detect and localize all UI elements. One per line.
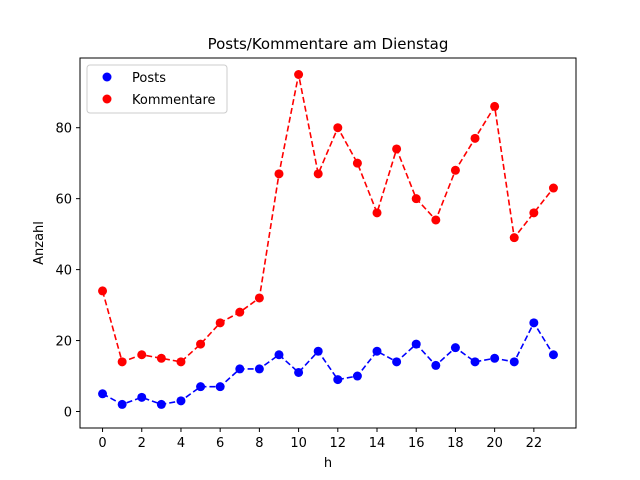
data-point-kommentare — [431, 215, 441, 225]
data-point-kommentare — [372, 208, 382, 218]
plot-frame — [79, 57, 577, 429]
data-point-posts — [98, 389, 108, 399]
data-point-posts — [509, 357, 519, 367]
y-tick-label: 80 — [55, 122, 72, 137]
data-point-kommentare — [352, 158, 362, 168]
data-point-kommentare — [137, 350, 147, 360]
data-point-kommentare — [215, 318, 225, 328]
legend-label-kommentare: Kommentare — [132, 93, 216, 108]
data-point-kommentare — [235, 307, 245, 317]
data-point-posts — [392, 357, 402, 367]
data-point-kommentare — [411, 194, 421, 204]
x-tick-label: 8 — [255, 436, 263, 451]
x-tick-label: 0 — [98, 436, 106, 451]
x-axis: 0 2 4 6 8 10 12 14 16 18 20 22 — [98, 428, 542, 451]
data-point-kommentare — [294, 69, 304, 79]
data-point-kommentare — [156, 353, 166, 363]
y-tick-label: 0 — [64, 406, 72, 421]
data-point-posts — [235, 364, 245, 374]
legend-marker-kommentare — [102, 94, 112, 104]
data-point-kommentare — [313, 169, 323, 179]
data-point-posts — [529, 318, 539, 328]
x-tick-label: 12 — [330, 436, 347, 451]
y-tick-label: 40 — [55, 264, 72, 279]
data-point-posts — [274, 350, 284, 360]
x-tick-label: 20 — [486, 436, 503, 451]
series-kommentare — [98, 69, 558, 367]
data-point-kommentare — [333, 123, 343, 133]
data-point-kommentare — [176, 357, 186, 367]
x-tick-label: 2 — [138, 436, 146, 451]
y-tick-label: 60 — [55, 193, 72, 208]
data-point-kommentare — [490, 101, 500, 111]
data-point-posts — [372, 346, 382, 356]
data-point-kommentare — [450, 165, 460, 175]
data-point-kommentare — [98, 286, 108, 296]
data-point-kommentare — [509, 233, 519, 243]
legend-item-kommentare: Kommentare — [102, 93, 216, 108]
data-point-posts — [431, 360, 441, 370]
data-point-posts — [450, 343, 460, 353]
data-point-posts — [313, 346, 323, 356]
x-tick-label: 16 — [408, 436, 425, 451]
data-point-kommentare — [470, 133, 480, 143]
x-tick-label: 6 — [216, 436, 224, 451]
series-layer — [98, 69, 558, 409]
data-point-posts — [352, 371, 362, 381]
data-point-posts — [117, 399, 127, 409]
data-point-posts — [137, 392, 147, 402]
data-point-kommentare — [196, 339, 206, 349]
data-point-posts — [490, 353, 500, 363]
data-point-kommentare — [529, 208, 539, 218]
data-point-posts — [294, 367, 304, 377]
y-axis-title: Anzahl — [32, 221, 47, 265]
y-axis: 0 20 40 60 80 — [55, 122, 80, 421]
legend: Posts Kommentare — [86, 64, 228, 114]
chart-title: Posts/Kommentare am Dienstag — [208, 35, 449, 53]
data-point-posts — [411, 339, 421, 349]
legend-marker-posts — [102, 72, 112, 82]
data-point-kommentare — [392, 144, 402, 154]
data-point-posts — [548, 350, 558, 360]
data-point-posts — [196, 382, 206, 392]
series-posts — [98, 318, 558, 409]
x-tick-label: 14 — [369, 436, 386, 451]
data-point-posts — [156, 399, 166, 409]
x-tick-label: 22 — [526, 436, 543, 451]
data-point-posts — [215, 382, 225, 392]
data-point-kommentare — [254, 293, 264, 303]
data-point-kommentare — [117, 357, 127, 367]
y-tick-label: 20 — [55, 335, 72, 350]
legend-box — [86, 64, 228, 114]
data-point-posts — [333, 375, 343, 385]
data-point-kommentare — [548, 183, 558, 193]
legend-label-posts: Posts — [132, 71, 166, 86]
data-point-posts — [176, 396, 186, 406]
data-point-posts — [470, 357, 480, 367]
data-point-kommentare — [274, 169, 284, 179]
x-tick-label: 4 — [177, 436, 185, 451]
x-axis-title: h — [324, 456, 332, 471]
data-point-posts — [254, 364, 264, 374]
legend-item-posts: Posts — [102, 71, 166, 86]
x-tick-label: 10 — [290, 436, 307, 451]
x-tick-label: 18 — [447, 436, 464, 451]
